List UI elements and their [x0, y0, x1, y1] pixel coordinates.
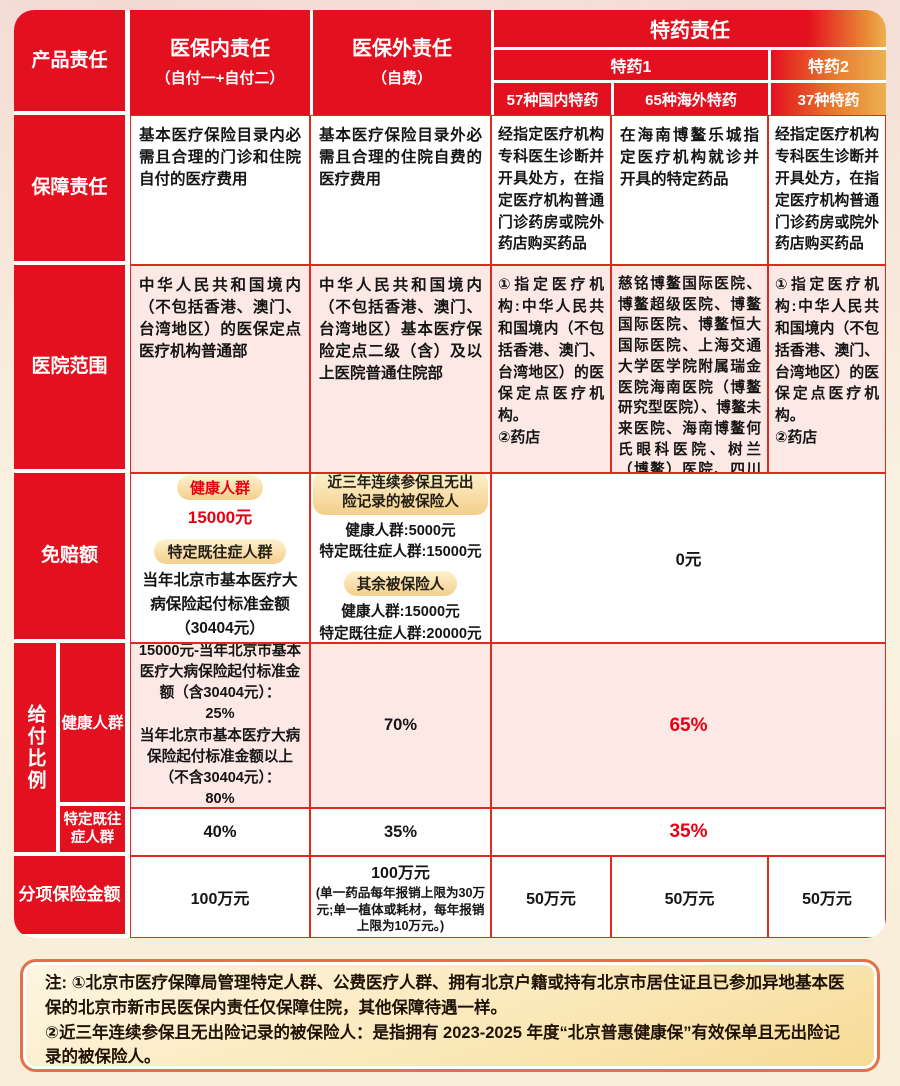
deductible-pre-existing-desc: 当年北京市基本医疗大病保险起付标准金额（30404元）	[142, 571, 298, 637]
cell-deductible-inside: 健康人群 15000元 特定既往症人群 当年北京市基本医疗大病保险起付标准金额（…	[130, 473, 310, 643]
sum-outside-main: 100万元	[371, 865, 430, 883]
cell-payout-pre-inside: 40%	[130, 808, 310, 856]
cell-coverage-drug2: 在海南博鳌乐城指定医疗机构就诊并开具的特定药品	[611, 115, 768, 265]
header-outside-medicare-subtitle: （自费）	[371, 70, 432, 87]
header-special-drug-1: 特药1	[491, 47, 768, 80]
cell-hospital-drug2: 慈铭博鳌国际医院、博鳌超级医院、博鳌国际医院、博鳌恒大国际医院、上海交通大学医学…	[611, 265, 768, 473]
deductible-healthy-amount: 15000元	[187, 507, 253, 527]
row-label-sum-insured: 分项保险金额	[14, 856, 125, 938]
row-label-pre-existing-group: 特定既往症人群	[60, 805, 125, 852]
benefit-table: 产品责任 保障责任 医院范围 免赔额 给付比例 健康人群 特定既往症人群 分项保…	[14, 10, 886, 938]
cell-payout-healthy-outside: 70%	[310, 643, 491, 808]
cell-coverage-inside: 基本医疗保险目录内必需且合理的门诊和住院自付的医疗费用	[130, 115, 310, 265]
cell-hospital-inside: 中华人民共和国境内（不包括香港、澳门、台湾地区）的医保定点医疗机构普通部	[130, 265, 310, 473]
row-label-coverage: 保障责任	[14, 115, 125, 265]
header-inside-medicare-subtitle: （自付一+自付二）	[155, 70, 285, 87]
header-inside-medicare-title: 医保内责任	[170, 38, 270, 60]
cell-coverage-drug3: 经指定医疗机构专科医生诊断并开具处方，在指定医疗机构普通门诊药房或院外药店购买药…	[768, 115, 886, 265]
cell-sum-drug3: 50万元	[768, 856, 886, 938]
header-special-drug-2: 特药2	[768, 47, 886, 80]
cell-sum-outside: 100万元 (单一药品每年报销上限为30万元;单一植体或耗材，每年报销上限为10…	[310, 856, 491, 938]
cell-sum-drug1: 50万元	[491, 856, 611, 938]
header-drugs-37: 37种特药	[768, 80, 886, 115]
row-label-payout-ratio: 给付比例	[14, 643, 60, 852]
sum-outside-note: (单一药品每年报销上限为30万元;单一植体或耗材，每年报销上限为10万元。)	[315, 886, 486, 934]
cell-payout-pre-drugs: 35%	[491, 808, 886, 856]
deductible-out-line1: 健康人群:5000元	[345, 523, 456, 540]
header-outside-medicare: 医保外责任 （自费）	[310, 10, 491, 115]
badge-pre-existing-group: 特定既往症人群	[154, 538, 286, 564]
deductible-out-line2: 特定既往症人群:15000元	[319, 544, 482, 561]
cell-sum-drug2: 50万元	[611, 856, 768, 938]
cell-deductible-drugs: 0元	[491, 473, 886, 643]
cell-sum-inside: 100万元	[130, 856, 310, 938]
row-label-healthy-group: 健康人群	[60, 643, 125, 806]
cell-coverage-drug1: 经指定医疗机构专科医生诊断并开具处方，在指定医疗机构普通门诊药房或院外药店购买药…	[491, 115, 611, 265]
badge-healthy-group: 健康人群	[176, 474, 263, 500]
deductible-out-line3: 健康人群:15000元	[341, 604, 460, 621]
cell-payout-pre-outside: 35%	[310, 808, 491, 856]
row-label-product-liability: 产品责任	[14, 10, 125, 115]
header-overseas-drugs-65: 65种海外特药	[611, 80, 768, 115]
cell-hospital-outside: 中华人民共和国境内（不包括香港、澳门、台湾地区）基本医疗保险定点二级（含）及以上…	[310, 265, 491, 473]
footnote-box: 注: ①北京市医疗保障局管理特定人群、公费医疗人群、拥有北京户籍或持有北京市居住…	[20, 959, 880, 1072]
footnote-line-1: 注: ①北京市医疗保障局管理特定人群、公费医疗人群、拥有北京户籍或持有北京市居住…	[45, 974, 845, 1017]
header-domestic-drugs-57: 57种国内特药	[491, 80, 611, 115]
deductible-out-line4: 特定既往症人群:20000元	[319, 625, 482, 642]
cell-hospital-drug1: ①指定医疗机构:中华人民共和国境内（不包括香港、澳门、台湾地区）的医保定点医疗机…	[491, 265, 611, 473]
cell-coverage-outside: 基本医疗保险目录外必需且合理的住院自费的医疗费用	[310, 115, 491, 265]
header-outside-medicare-title: 医保外责任	[352, 38, 452, 60]
payout-sublabels: 健康人群 特定既往症人群	[60, 643, 125, 852]
badge-continuous-insured: 近三年连续参保且无出险记录的被保险人	[313, 474, 488, 516]
badge-other-insured: 其余被保险人	[343, 571, 458, 597]
row-label-hospital-scope: 医院范围	[14, 265, 125, 473]
header-special-drug-liability: 特药责任	[491, 10, 886, 47]
cell-payout-healthy-drugs: 65%	[491, 643, 886, 808]
row-label-payout-group: 给付比例 健康人群 特定既往症人群	[14, 643, 125, 856]
cell-deductible-outside: 近三年连续参保且无出险记录的被保险人 健康人群:5000元 特定既往症人群:15…	[310, 473, 491, 643]
row-label-deductible: 免赔额	[14, 473, 125, 643]
cell-payout-healthy-inside: 15000元-当年北京市基本医疗大病保险起付标准金额（含30404元）： 25%…	[130, 643, 310, 808]
cell-hospital-drug3: ①指定医疗机构:中华人民共和国境内（不包括香港、澳门、台湾地区）的医保定点医疗机…	[768, 265, 886, 473]
header-inside-medicare: 医保内责任 （自付一+自付二）	[130, 10, 310, 115]
footnote-line-2: ②近三年连续参保且无出险记录的被保险人：是指拥有 2023-2025 年度“北京…	[45, 1023, 841, 1067]
